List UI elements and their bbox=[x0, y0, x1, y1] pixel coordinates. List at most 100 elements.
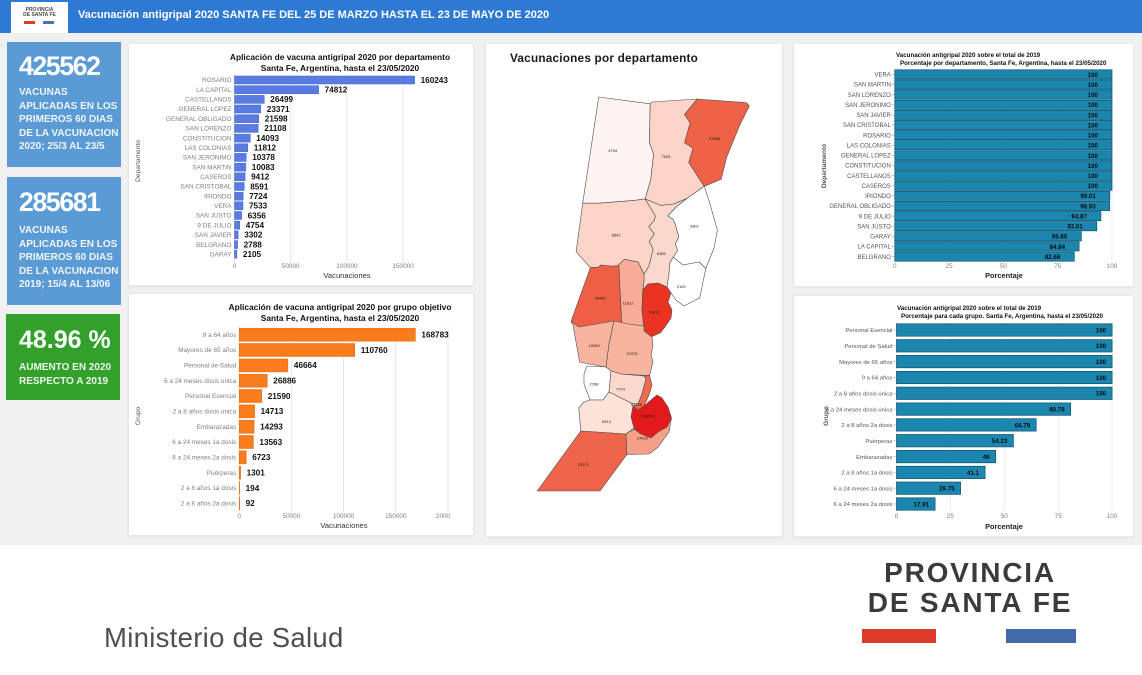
svg-text:2000: 2000 bbox=[436, 513, 451, 520]
svg-text:3302: 3302 bbox=[690, 224, 700, 229]
svg-text:Porcentaje por departamento, S: Porcentaje por departamento, Santa Fe, A… bbox=[900, 60, 1107, 67]
svg-text:50000: 50000 bbox=[282, 263, 300, 270]
svg-text:9 DE JULIO: 9 DE JULIO bbox=[859, 214, 891, 220]
svg-text:25: 25 bbox=[946, 263, 954, 270]
svg-text:26499: 26499 bbox=[270, 95, 293, 104]
svg-text:9412: 9412 bbox=[251, 173, 270, 182]
svg-text:160243: 160243 bbox=[641, 413, 655, 418]
svg-text:80.78: 80.78 bbox=[1049, 407, 1065, 414]
svg-text:7533: 7533 bbox=[661, 154, 671, 159]
svg-text:100: 100 bbox=[1088, 92, 1099, 99]
svg-text:9 DE JULIO: 9 DE JULIO bbox=[197, 222, 231, 229]
svg-text:GENERAL OBLIGADO: GENERAL OBLIGADO bbox=[829, 204, 891, 210]
svg-text:10083: 10083 bbox=[589, 343, 601, 348]
svg-text:10378: 10378 bbox=[626, 351, 638, 356]
svg-text:100: 100 bbox=[1088, 82, 1099, 89]
svg-text:Mayores de 65 años: Mayores de 65 años bbox=[178, 347, 236, 354]
svg-text:46664: 46664 bbox=[294, 361, 317, 370]
svg-text:46: 46 bbox=[983, 454, 990, 461]
svg-text:2788: 2788 bbox=[244, 240, 263, 249]
svg-text:10083: 10083 bbox=[252, 163, 275, 172]
svg-text:CONSTITUCION: CONSTITUCION bbox=[183, 135, 232, 142]
svg-text:14293: 14293 bbox=[260, 423, 283, 432]
svg-text:0: 0 bbox=[895, 513, 899, 520]
svg-text:54.23: 54.23 bbox=[992, 438, 1008, 445]
svg-text:10378: 10378 bbox=[252, 153, 275, 162]
svg-text:100: 100 bbox=[1088, 143, 1099, 150]
svg-text:SAN JERONIMO: SAN JERONIMO bbox=[183, 155, 232, 162]
svg-text:CASTELLANOS: CASTELLANOS bbox=[185, 97, 232, 104]
svg-text:6 a 24 meses 2a dosis: 6 a 24 meses 2a dosis bbox=[834, 502, 893, 508]
svg-text:2 a 8 años dosis única: 2 a 8 años dosis única bbox=[173, 409, 237, 416]
svg-text:2788: 2788 bbox=[590, 381, 600, 386]
svg-text:41.1: 41.1 bbox=[967, 470, 980, 477]
svg-text:74812: 74812 bbox=[648, 309, 660, 314]
svg-text:6 a 24 meses 1a dosis: 6 a 24 meses 1a dosis bbox=[172, 439, 236, 446]
svg-text:3302: 3302 bbox=[244, 231, 263, 240]
svg-text:4754: 4754 bbox=[608, 148, 618, 153]
svg-text:6356: 6356 bbox=[657, 251, 667, 256]
svg-text:100: 100 bbox=[1088, 153, 1099, 160]
svg-text:BELGRANO: BELGRANO bbox=[857, 255, 891, 261]
svg-text:GARAY: GARAY bbox=[870, 235, 891, 241]
svg-text:Personal de Salud: Personal de Salud bbox=[844, 344, 892, 350]
svg-text:Departamento: Departamento bbox=[821, 144, 828, 188]
svg-text:IRIONDO: IRIONDO bbox=[204, 193, 231, 200]
svg-text:99.01: 99.01 bbox=[1080, 193, 1096, 200]
svg-text:21598: 21598 bbox=[265, 115, 288, 124]
svg-text:Embarazadas: Embarazadas bbox=[197, 424, 236, 431]
svg-text:2 a 8 años 1a dosis: 2 a 8 años 1a dosis bbox=[841, 471, 892, 477]
svg-text:6 a 24 meses 1a dosis: 6 a 24 meses 1a dosis bbox=[834, 486, 893, 492]
svg-text:LAS COLONIAS: LAS COLONIAS bbox=[185, 145, 232, 152]
svg-text:75: 75 bbox=[1055, 513, 1063, 520]
svg-text:BELGRANO: BELGRANO bbox=[196, 242, 232, 249]
svg-text:7724: 7724 bbox=[616, 386, 626, 391]
svg-text:100: 100 bbox=[1088, 112, 1099, 119]
svg-text:CASTELLANOS: CASTELLANOS bbox=[847, 174, 891, 180]
svg-text:ROSARIO: ROSARIO bbox=[202, 77, 232, 84]
svg-text:SAN LORENZO: SAN LORENZO bbox=[186, 126, 232, 133]
svg-text:8591: 8591 bbox=[250, 182, 269, 191]
svg-text:26886: 26886 bbox=[273, 377, 296, 386]
svg-text:194: 194 bbox=[246, 484, 260, 493]
svg-text:92: 92 bbox=[246, 499, 256, 508]
svg-text:100: 100 bbox=[1088, 72, 1099, 79]
svg-text:150000: 150000 bbox=[392, 263, 414, 270]
svg-text:6 a 24 meses dosis única: 6 a 24 meses dosis única bbox=[164, 378, 237, 385]
svg-text:75: 75 bbox=[1054, 263, 1062, 270]
svg-text:110760: 110760 bbox=[361, 346, 388, 355]
svg-text:0: 0 bbox=[233, 263, 237, 270]
svg-text:100: 100 bbox=[1096, 359, 1107, 366]
svg-text:0: 0 bbox=[237, 513, 241, 520]
svg-text:LAS COLONIAS: LAS COLONIAS bbox=[847, 143, 891, 149]
svg-text:SAN CRISTOBAL: SAN CRISTOBAL bbox=[180, 184, 231, 191]
svg-text:Vacunaciones: Vacunaciones bbox=[323, 271, 370, 280]
svg-text:GENERAL OBLIGADO: GENERAL OBLIGADO bbox=[166, 116, 231, 123]
svg-text:Porcentaje: Porcentaje bbox=[985, 522, 1023, 531]
svg-text:50: 50 bbox=[1001, 513, 1009, 520]
svg-text:VERA: VERA bbox=[214, 203, 232, 210]
svg-text:21590: 21590 bbox=[268, 392, 291, 401]
svg-text:85.85: 85.85 bbox=[1052, 234, 1068, 241]
svg-text:SAN JUSTO: SAN JUSTO bbox=[196, 213, 232, 220]
svg-text:SAN JAVIER: SAN JAVIER bbox=[195, 232, 232, 239]
svg-text:82.66: 82.66 bbox=[1045, 254, 1061, 261]
svg-text:6 a 24 meses 2a dosis: 6 a 24 meses 2a dosis bbox=[172, 455, 236, 462]
svg-text:25: 25 bbox=[947, 513, 955, 520]
svg-text:6356: 6356 bbox=[248, 211, 267, 220]
svg-text:100: 100 bbox=[1088, 183, 1099, 190]
svg-text:100: 100 bbox=[1088, 122, 1099, 129]
svg-text:Puérperas: Puérperas bbox=[865, 439, 892, 445]
svg-text:Embarazadas: Embarazadas bbox=[856, 455, 892, 461]
svg-text:Mayores de 65 años: Mayores de 65 años bbox=[839, 360, 892, 366]
svg-text:50000: 50000 bbox=[283, 513, 301, 520]
svg-text:Grupo: Grupo bbox=[823, 406, 830, 426]
svg-text:23371: 23371 bbox=[578, 462, 590, 467]
svg-text:14093: 14093 bbox=[256, 134, 279, 143]
svg-text:6 a 24 meses dosis única: 6 a 24 meses dosis única bbox=[826, 407, 893, 413]
svg-text:9 a 64 años: 9 a 64 años bbox=[203, 332, 236, 339]
svg-text:6723: 6723 bbox=[252, 453, 271, 462]
svg-text:168783: 168783 bbox=[421, 331, 449, 340]
svg-text:Vacunaciones: Vacunaciones bbox=[320, 521, 367, 530]
svg-text:9412: 9412 bbox=[602, 419, 612, 424]
